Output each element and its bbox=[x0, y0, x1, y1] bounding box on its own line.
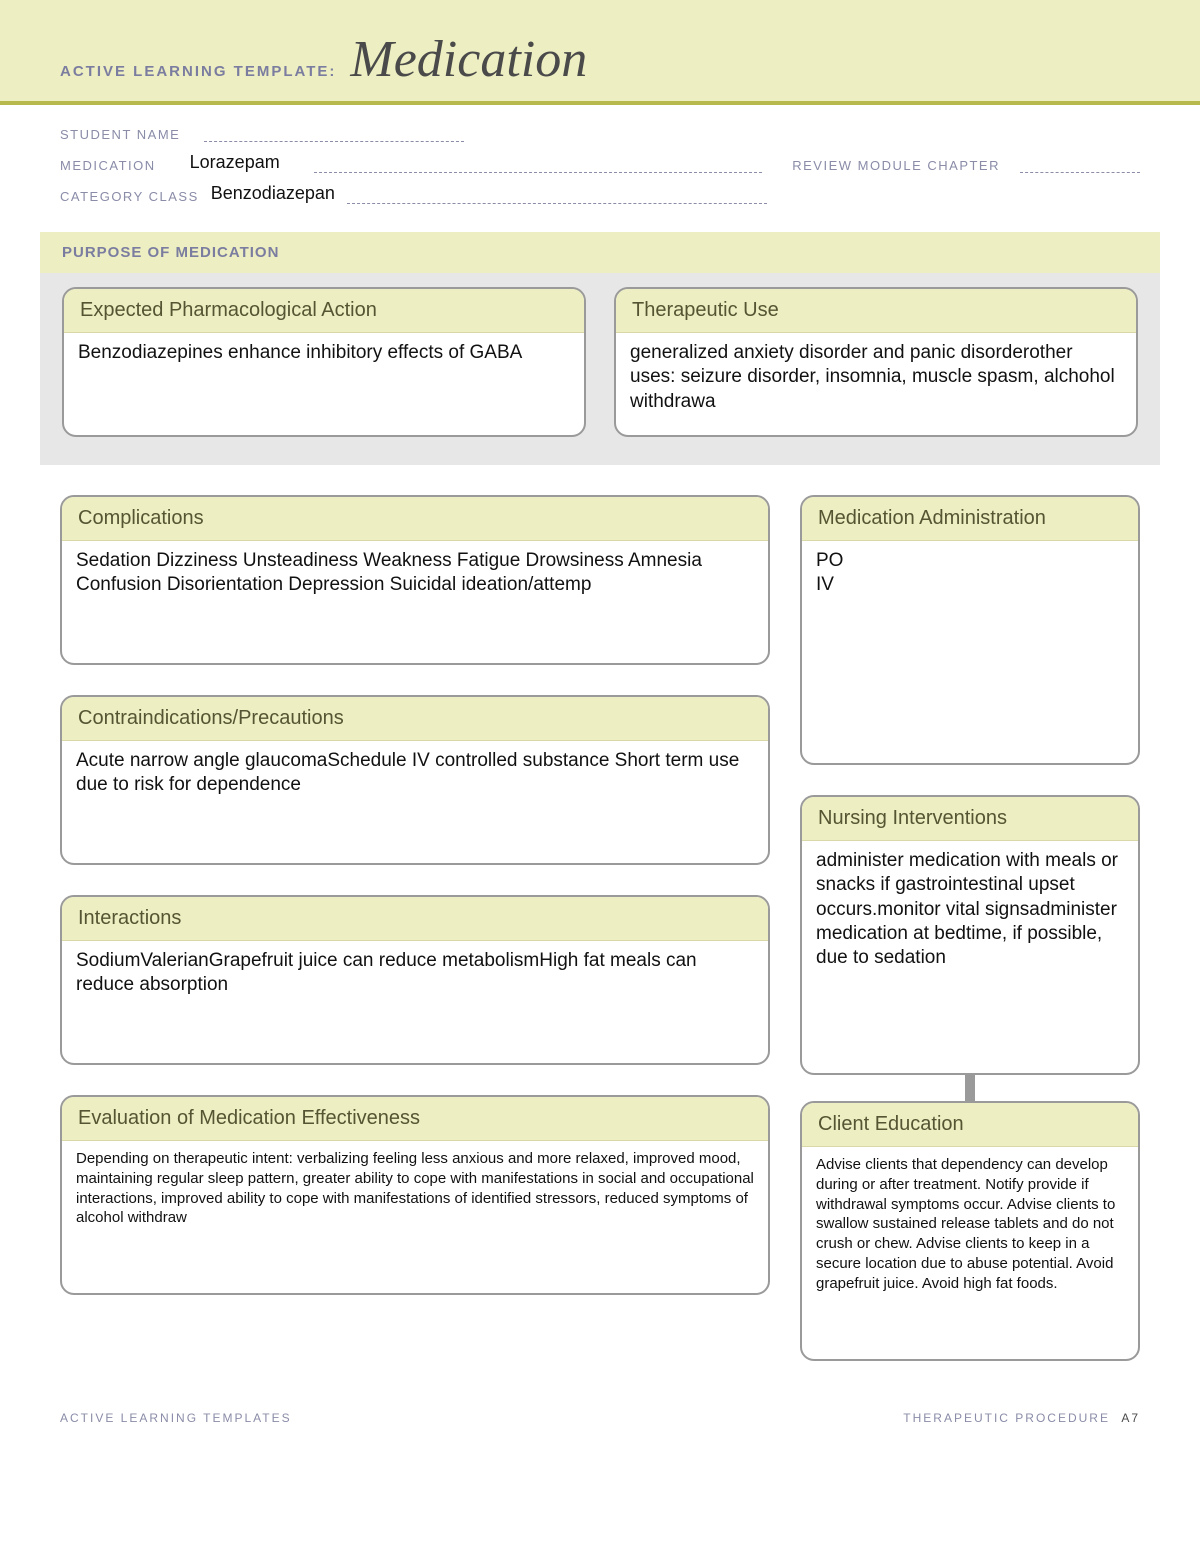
purpose-boxes: Expected Pharmacological Action Benzodia… bbox=[40, 273, 1160, 437]
complications-card: Complications Sedation Dizziness Unstead… bbox=[60, 495, 770, 665]
therapeutic-use-title: Therapeutic Use bbox=[616, 289, 1136, 333]
footer: ACTIVE LEARNING TEMPLATES THERAPEUTIC PR… bbox=[0, 1411, 1200, 1425]
underline bbox=[1020, 159, 1140, 173]
left-column: Complications Sedation Dizziness Unstead… bbox=[60, 495, 770, 1295]
underline bbox=[347, 190, 767, 204]
administration-body: PO IV bbox=[802, 541, 1138, 763]
nursing-card: Nursing Interventions administer medicat… bbox=[800, 795, 1140, 1075]
complications-body: Sedation Dizziness Unsteadiness Weakness… bbox=[62, 541, 768, 663]
footer-page: A7 bbox=[1121, 1411, 1140, 1425]
header-band: ACTIVE LEARNING TEMPLATE: Medication bbox=[0, 0, 1200, 105]
interactions-card: Interactions SodiumValerianGrapefruit ju… bbox=[60, 895, 770, 1065]
contraindications-card: Contraindications/Precautions Acute narr… bbox=[60, 695, 770, 865]
student-name-row: STUDENT NAME bbox=[60, 127, 1140, 142]
evaluation-title: Evaluation of Medication Effectiveness bbox=[62, 1097, 768, 1141]
therapeutic-use-body: generalized anxiety disorder and panic d… bbox=[616, 333, 1136, 435]
interactions-body: SodiumValerianGrapefruit juice can reduc… bbox=[62, 941, 768, 1063]
template-label: ACTIVE LEARNING TEMPLATE: bbox=[60, 63, 336, 80]
footer-right-label: THERAPEUTIC PROCEDURE bbox=[903, 1411, 1110, 1425]
medication-label: MEDICATION bbox=[60, 158, 156, 173]
contraindications-title: Contraindications/Precautions bbox=[62, 697, 768, 741]
category-value: Benzodiazepan bbox=[207, 183, 339, 204]
review-group: REVIEW MODULE CHAPTER bbox=[792, 158, 1140, 173]
meta-block: STUDENT NAME MEDICATION Lorazepam REVIEW… bbox=[0, 105, 1200, 232]
template-title: Medication bbox=[350, 30, 587, 89]
category-row: CATEGORY CLASS Benzodiazepan bbox=[60, 183, 1140, 204]
purpose-header: PURPOSE OF MEDICATION bbox=[40, 232, 1160, 273]
therapeutic-use-card: Therapeutic Use generalized anxiety diso… bbox=[614, 287, 1138, 437]
footer-right: THERAPEUTIC PROCEDURE A7 bbox=[903, 1411, 1140, 1425]
header-line: ACTIVE LEARNING TEMPLATE: Medication bbox=[60, 30, 1140, 89]
medication-value: Lorazepam bbox=[186, 152, 284, 173]
expected-action-body: Benzodiazepines enhance inhibitory effec… bbox=[64, 333, 584, 435]
underline bbox=[204, 128, 464, 142]
interactions-title: Interactions bbox=[62, 897, 768, 941]
footer-left: ACTIVE LEARNING TEMPLATES bbox=[60, 1411, 292, 1425]
contraindications-body: Acute narrow angle glaucomaSchedule IV c… bbox=[62, 741, 768, 863]
page: ACTIVE LEARNING TEMPLATE: Medication STU… bbox=[0, 0, 1200, 1485]
main-grid: Complications Sedation Dizziness Unstead… bbox=[0, 465, 1200, 1361]
evaluation-body: Depending on therapeutic intent: verbali… bbox=[62, 1141, 768, 1293]
connector-line bbox=[965, 1075, 975, 1101]
student-name-label: STUDENT NAME bbox=[60, 127, 180, 142]
education-card: Client Education Advise clients that dep… bbox=[800, 1101, 1140, 1361]
expected-action-title: Expected Pharmacological Action bbox=[64, 289, 584, 333]
nursing-body: administer medication with meals or snac… bbox=[802, 841, 1138, 1073]
education-title: Client Education bbox=[802, 1103, 1138, 1147]
expected-action-card: Expected Pharmacological Action Benzodia… bbox=[62, 287, 586, 437]
education-body: Advise clients that dependency can devel… bbox=[802, 1147, 1138, 1359]
administration-title: Medication Administration bbox=[802, 497, 1138, 541]
administration-card: Medication Administration PO IV bbox=[800, 495, 1140, 765]
purpose-section: PURPOSE OF MEDICATION Expected Pharmacol… bbox=[40, 232, 1160, 465]
category-label: CATEGORY CLASS bbox=[60, 189, 199, 204]
review-label: REVIEW MODULE CHAPTER bbox=[792, 158, 1000, 173]
right-column: Medication Administration PO IV Nursing … bbox=[800, 495, 1140, 1361]
underline bbox=[314, 159, 763, 173]
evaluation-card: Evaluation of Medication Effectiveness D… bbox=[60, 1095, 770, 1295]
nursing-title: Nursing Interventions bbox=[802, 797, 1138, 841]
medication-row: MEDICATION Lorazepam REVIEW MODULE CHAPT… bbox=[60, 152, 1140, 173]
complications-title: Complications bbox=[62, 497, 768, 541]
